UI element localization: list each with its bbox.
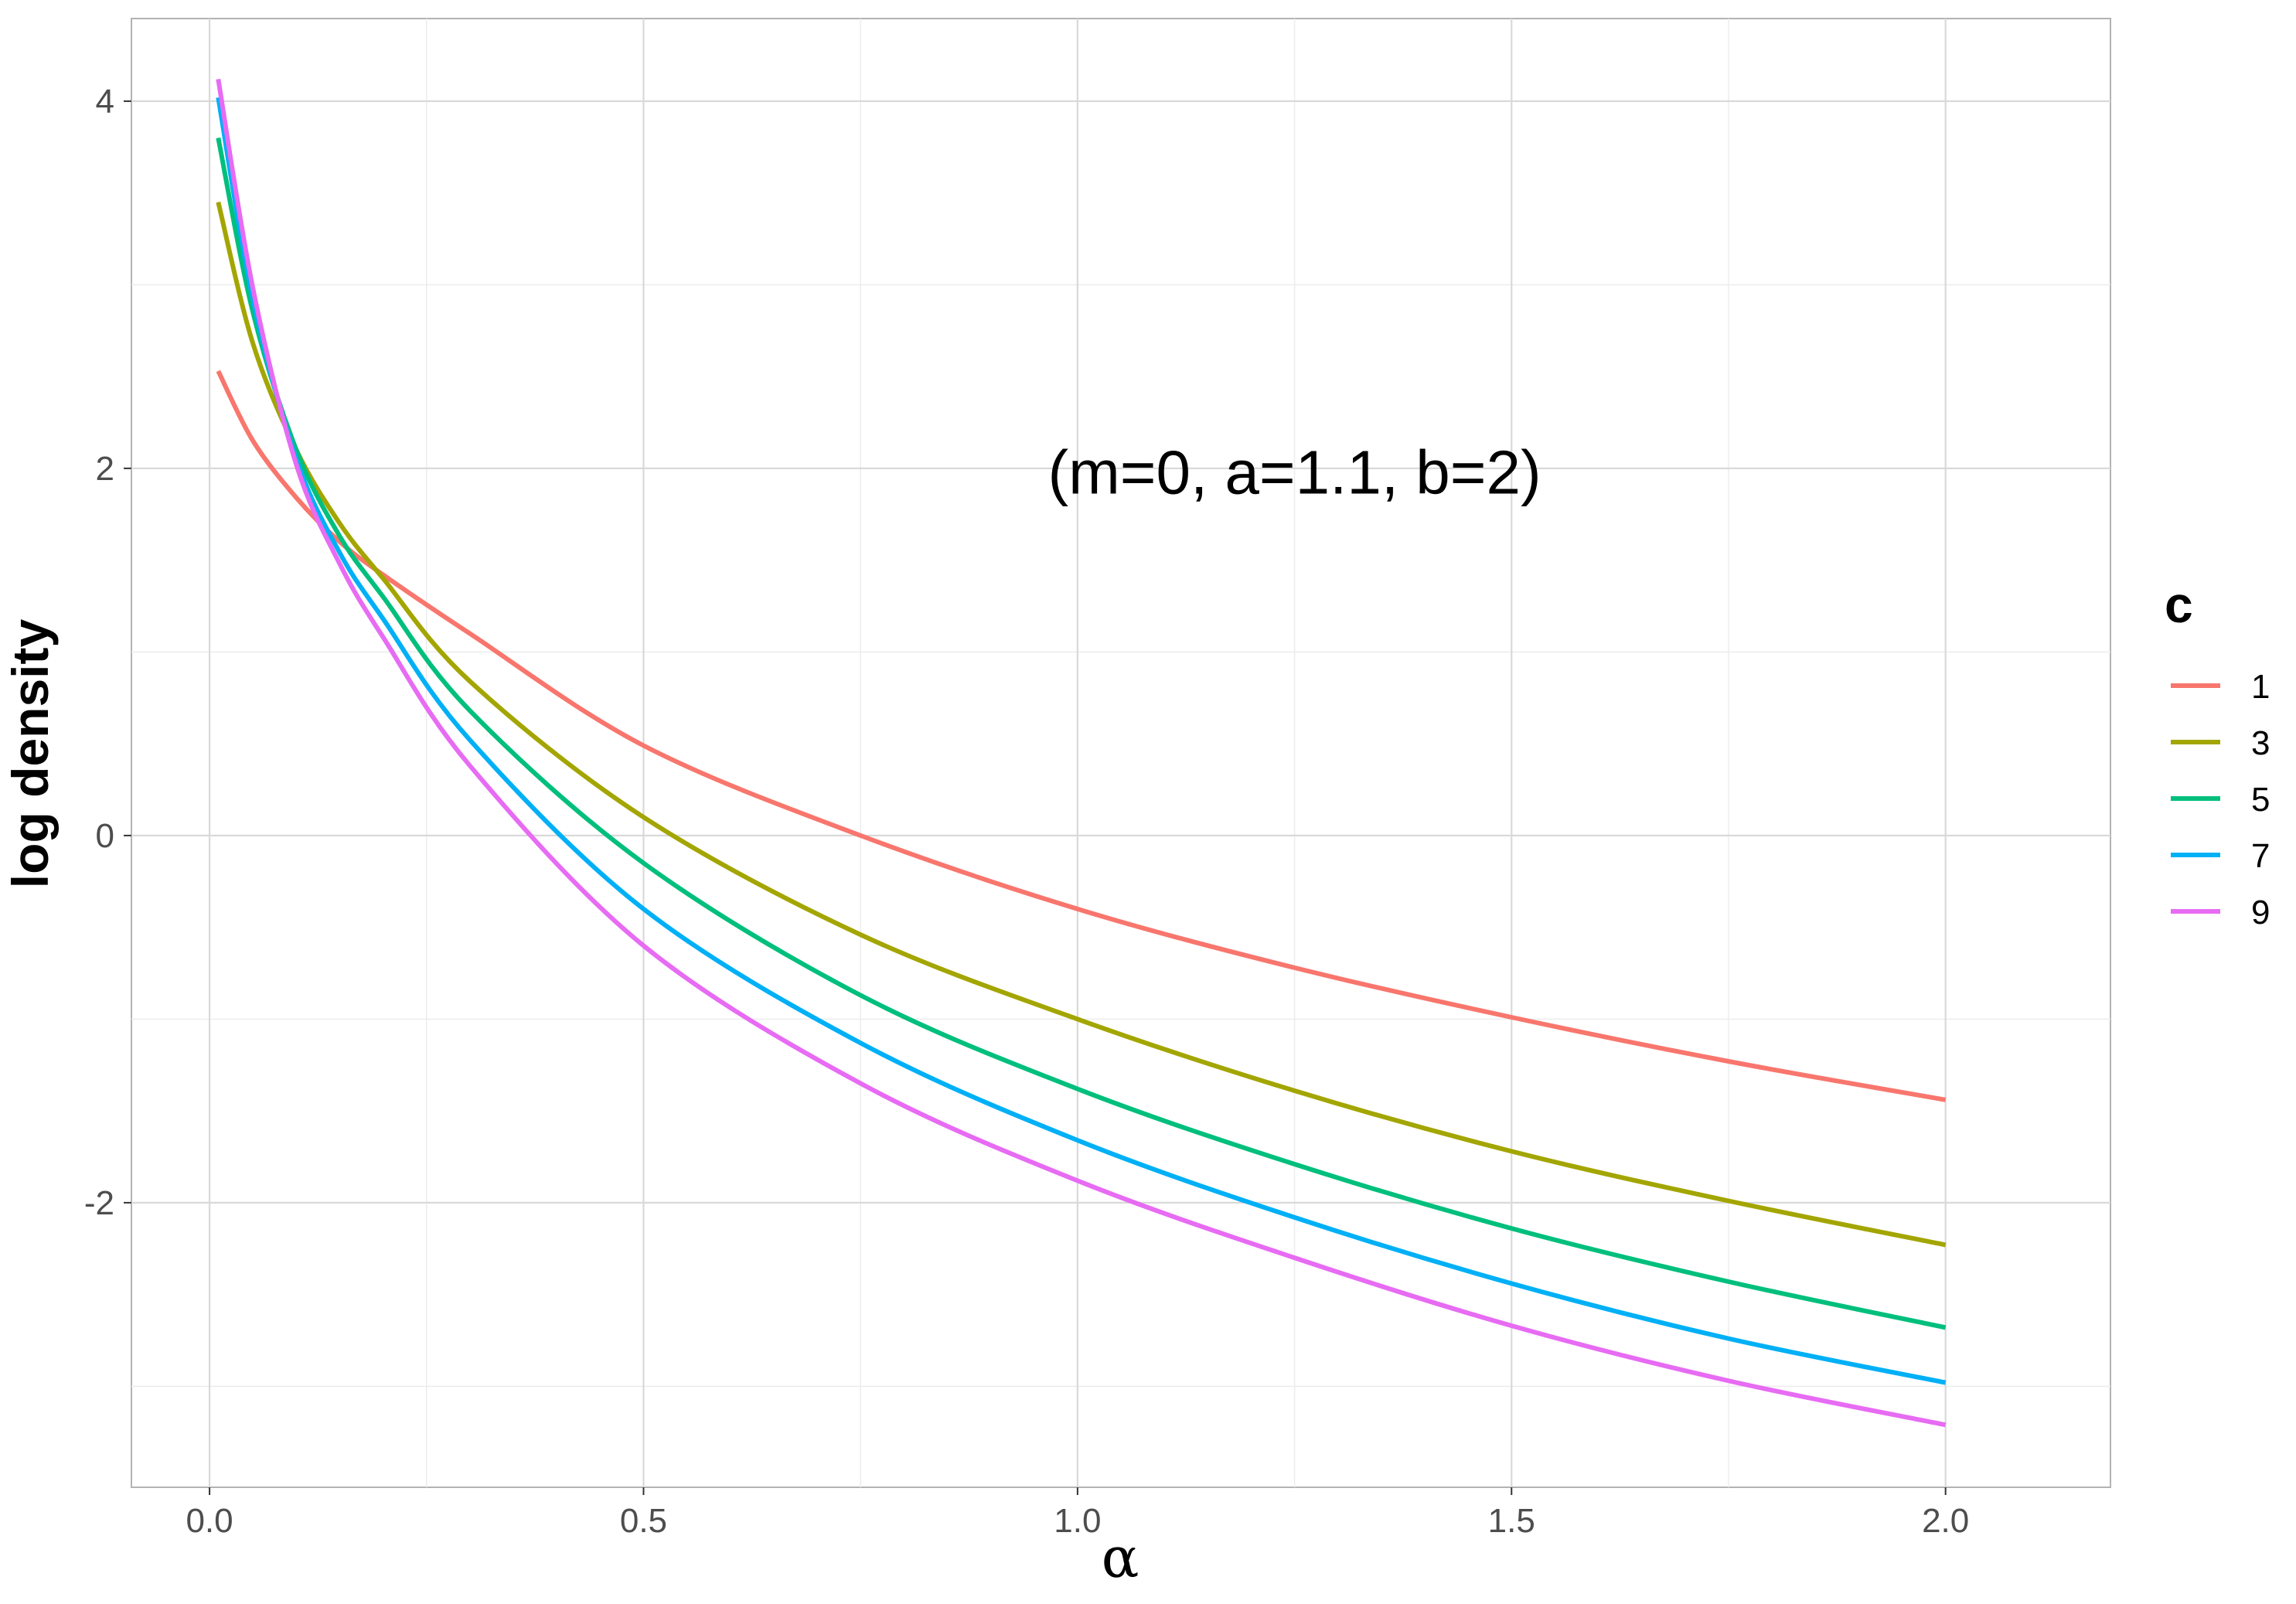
panel-border <box>131 18 2111 1488</box>
series-line-c9 <box>216 78 1947 1428</box>
legend-label-c1: 1 <box>2251 668 2270 706</box>
legend-label-c5: 5 <box>2251 781 2270 819</box>
y-tick-label: -2 <box>84 1184 114 1222</box>
chart-annotation: (m=0, a=1.1, b=2) <box>1048 438 1541 507</box>
x-tick-label: 0.0 <box>186 1502 233 1540</box>
x-axis: 0.0 0.5 1.0 1.5 2.0 <box>186 1487 1969 1540</box>
series-lines <box>216 78 1947 1428</box>
legend-label-c3: 3 <box>2251 724 2270 762</box>
grid-lines <box>131 19 2110 1487</box>
x-tick-label: 1.0 <box>1054 1502 1101 1540</box>
y-axis-title: log density <box>2 619 59 889</box>
series-line-c5 <box>216 137 1947 1330</box>
x-tick-label: 0.5 <box>620 1502 667 1540</box>
y-tick-label: 0 <box>96 817 114 855</box>
y-tick-label: 4 <box>96 83 114 121</box>
y-axis: -2 0 2 4 <box>84 83 131 1222</box>
y-tick-label: 2 <box>96 450 114 488</box>
legend-title: c <box>2165 576 2193 633</box>
x-tick-label: 2.0 <box>1922 1502 1969 1540</box>
x-tick-label: 1.5 <box>1488 1502 1535 1540</box>
plot-panel <box>131 18 2111 1488</box>
legend: c 1 3 5 7 9 <box>2165 576 2270 931</box>
x-axis-title: α <box>1102 1525 1139 1590</box>
legend-label-c9: 9 <box>2251 894 2270 931</box>
legend-label-c7: 7 <box>2251 837 2270 875</box>
